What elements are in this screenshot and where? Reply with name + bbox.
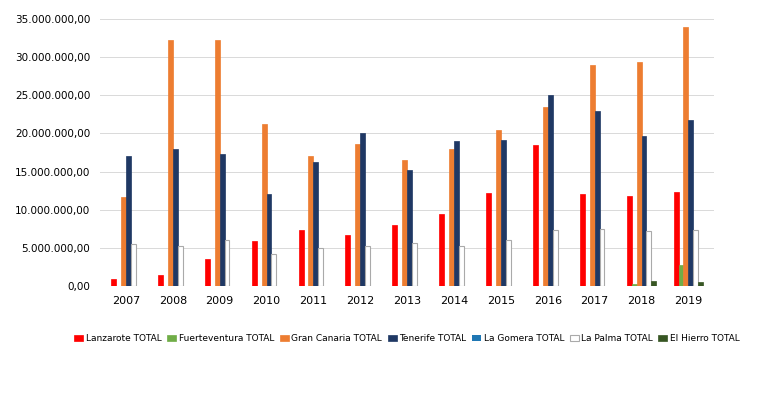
Bar — [454, 141, 459, 286]
Bar — [346, 235, 350, 286]
Bar — [548, 95, 553, 286]
Legend: Lanzarote TOTAL, Fuerteventura TOTAL, Gran Canaria TOTAL, Tenerife TOTAL, La Gom: Lanzarote TOTAL, Fuerteventura TOTAL, Gr… — [71, 331, 743, 347]
Bar — [580, 194, 584, 286]
Bar — [252, 241, 257, 286]
Bar — [266, 194, 271, 286]
Bar — [392, 225, 397, 286]
Bar — [121, 197, 126, 286]
Bar — [506, 240, 511, 286]
Bar — [205, 259, 210, 286]
Bar — [262, 124, 266, 286]
Bar — [356, 144, 360, 286]
Bar — [439, 214, 444, 286]
Bar — [224, 240, 230, 286]
Bar — [543, 107, 548, 286]
Bar — [631, 284, 637, 286]
Bar — [111, 279, 116, 286]
Bar — [594, 111, 600, 286]
Bar — [449, 149, 454, 286]
Bar — [627, 196, 631, 286]
Bar — [158, 275, 163, 286]
Bar — [126, 156, 131, 286]
Bar — [459, 246, 464, 286]
Bar — [698, 282, 703, 286]
Bar — [647, 231, 651, 286]
Bar — [651, 281, 657, 286]
Bar — [553, 229, 558, 286]
Bar — [496, 130, 501, 286]
Bar — [318, 248, 323, 286]
Bar — [365, 246, 370, 286]
Bar — [168, 40, 173, 286]
Bar — [533, 145, 538, 286]
Bar — [637, 62, 641, 286]
Bar — [590, 65, 594, 286]
Bar — [600, 229, 604, 286]
Bar — [173, 149, 177, 286]
Bar — [402, 160, 407, 286]
Bar — [679, 265, 684, 286]
Bar — [299, 230, 303, 286]
Bar — [501, 139, 506, 286]
Bar — [215, 40, 220, 286]
Bar — [313, 162, 318, 286]
Bar — [486, 193, 491, 286]
Bar — [360, 134, 365, 286]
Bar — [684, 26, 688, 286]
Bar — [220, 154, 224, 286]
Bar — [674, 192, 679, 286]
Bar — [309, 156, 313, 286]
Bar — [694, 230, 698, 286]
Bar — [412, 243, 417, 286]
Bar — [641, 136, 647, 286]
Bar — [407, 170, 412, 286]
Bar — [177, 246, 183, 286]
Bar — [688, 120, 694, 286]
Bar — [271, 254, 276, 286]
Bar — [131, 244, 136, 286]
